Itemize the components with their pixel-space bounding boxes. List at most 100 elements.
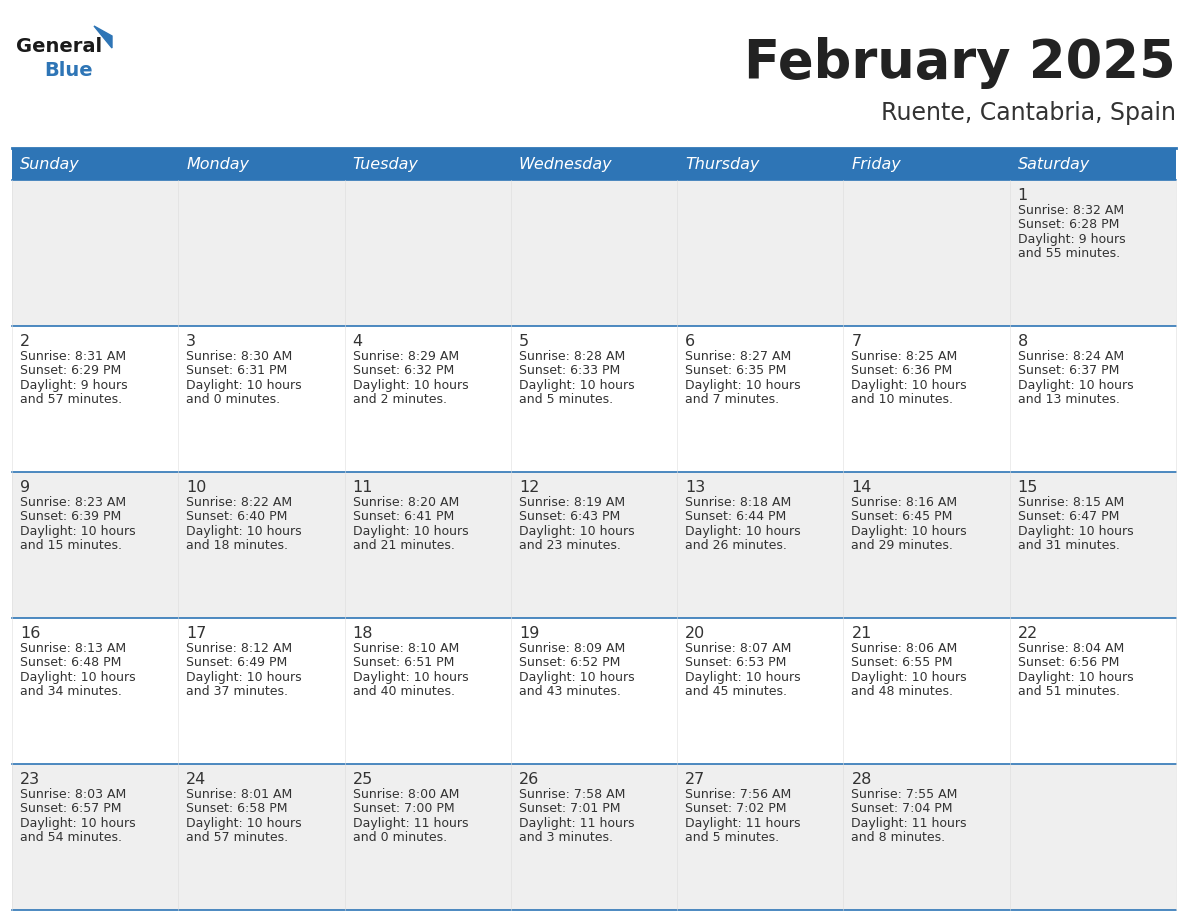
Text: Daylight: 10 hours: Daylight: 10 hours xyxy=(20,670,135,684)
Text: Daylight: 10 hours: Daylight: 10 hours xyxy=(519,524,634,538)
Text: Tuesday: Tuesday xyxy=(353,156,418,172)
Bar xyxy=(12,180,1176,326)
Text: Sunrise: 7:58 AM: Sunrise: 7:58 AM xyxy=(519,788,625,800)
Text: 26: 26 xyxy=(519,772,539,787)
Text: Daylight: 10 hours: Daylight: 10 hours xyxy=(685,524,801,538)
Text: Sunset: 6:37 PM: Sunset: 6:37 PM xyxy=(1018,364,1119,377)
Text: Sunrise: 8:30 AM: Sunrise: 8:30 AM xyxy=(187,350,292,363)
Text: Sunset: 7:02 PM: Sunset: 7:02 PM xyxy=(685,802,786,815)
Text: and 0 minutes.: and 0 minutes. xyxy=(187,393,280,406)
Text: 23: 23 xyxy=(20,772,40,787)
Bar xyxy=(12,148,1176,180)
Text: Sunset: 6:52 PM: Sunset: 6:52 PM xyxy=(519,656,620,669)
Text: Sunrise: 8:01 AM: Sunrise: 8:01 AM xyxy=(187,788,292,800)
Text: 21: 21 xyxy=(852,626,872,641)
Text: 28: 28 xyxy=(852,772,872,787)
Text: Sunrise: 8:32 AM: Sunrise: 8:32 AM xyxy=(1018,204,1124,217)
Text: and 57 minutes.: and 57 minutes. xyxy=(187,831,289,844)
Text: and 26 minutes.: and 26 minutes. xyxy=(685,539,786,552)
Text: Daylight: 10 hours: Daylight: 10 hours xyxy=(1018,378,1133,391)
Text: Sunset: 6:53 PM: Sunset: 6:53 PM xyxy=(685,656,786,669)
Text: Sunset: 6:47 PM: Sunset: 6:47 PM xyxy=(1018,510,1119,523)
Text: and 57 minutes.: and 57 minutes. xyxy=(20,393,122,406)
Text: Saturday: Saturday xyxy=(1018,156,1089,172)
Text: Daylight: 10 hours: Daylight: 10 hours xyxy=(1018,670,1133,684)
Text: and 13 minutes.: and 13 minutes. xyxy=(1018,393,1119,406)
Text: and 40 minutes.: and 40 minutes. xyxy=(353,685,455,698)
Text: and 31 minutes.: and 31 minutes. xyxy=(1018,539,1119,552)
Polygon shape xyxy=(94,26,112,48)
Bar xyxy=(12,472,1176,618)
Text: Daylight: 10 hours: Daylight: 10 hours xyxy=(519,670,634,684)
Text: and 55 minutes.: and 55 minutes. xyxy=(1018,247,1120,260)
Text: and 43 minutes.: and 43 minutes. xyxy=(519,685,621,698)
Text: Daylight: 11 hours: Daylight: 11 hours xyxy=(519,816,634,830)
Text: Sunrise: 8:12 AM: Sunrise: 8:12 AM xyxy=(187,642,292,655)
Text: Sunrise: 8:29 AM: Sunrise: 8:29 AM xyxy=(353,350,459,363)
Text: Sunset: 6:58 PM: Sunset: 6:58 PM xyxy=(187,802,287,815)
Text: 24: 24 xyxy=(187,772,207,787)
Text: Sunrise: 8:15 AM: Sunrise: 8:15 AM xyxy=(1018,496,1124,509)
Text: 27: 27 xyxy=(685,772,706,787)
Text: 20: 20 xyxy=(685,626,706,641)
Text: Daylight: 10 hours: Daylight: 10 hours xyxy=(852,524,967,538)
Text: Daylight: 10 hours: Daylight: 10 hours xyxy=(1018,524,1133,538)
Text: Sunrise: 8:03 AM: Sunrise: 8:03 AM xyxy=(20,788,126,800)
Text: Daylight: 10 hours: Daylight: 10 hours xyxy=(519,378,634,391)
Text: Daylight: 10 hours: Daylight: 10 hours xyxy=(353,670,468,684)
Text: 8: 8 xyxy=(1018,334,1028,349)
Text: and 37 minutes.: and 37 minutes. xyxy=(187,685,289,698)
Text: Sunset: 6:49 PM: Sunset: 6:49 PM xyxy=(187,656,287,669)
Text: Sunset: 6:48 PM: Sunset: 6:48 PM xyxy=(20,656,121,669)
Text: Sunrise: 8:31 AM: Sunrise: 8:31 AM xyxy=(20,350,126,363)
Text: 11: 11 xyxy=(353,480,373,495)
Text: and 45 minutes.: and 45 minutes. xyxy=(685,685,788,698)
Text: and 21 minutes.: and 21 minutes. xyxy=(353,539,455,552)
Text: Daylight: 10 hours: Daylight: 10 hours xyxy=(852,670,967,684)
Text: Sunrise: 8:28 AM: Sunrise: 8:28 AM xyxy=(519,350,625,363)
Text: Sunset: 6:43 PM: Sunset: 6:43 PM xyxy=(519,510,620,523)
Text: Sunrise: 8:16 AM: Sunrise: 8:16 AM xyxy=(852,496,958,509)
Text: Daylight: 10 hours: Daylight: 10 hours xyxy=(187,670,302,684)
Text: and 34 minutes.: and 34 minutes. xyxy=(20,685,122,698)
Text: 19: 19 xyxy=(519,626,539,641)
Text: Daylight: 10 hours: Daylight: 10 hours xyxy=(20,816,135,830)
Text: Sunset: 6:35 PM: Sunset: 6:35 PM xyxy=(685,364,786,377)
Text: Sunrise: 8:25 AM: Sunrise: 8:25 AM xyxy=(852,350,958,363)
Text: Sunrise: 8:24 AM: Sunrise: 8:24 AM xyxy=(1018,350,1124,363)
Text: Sunrise: 8:13 AM: Sunrise: 8:13 AM xyxy=(20,642,126,655)
Text: Ruente, Cantabria, Spain: Ruente, Cantabria, Spain xyxy=(881,101,1176,125)
Text: 14: 14 xyxy=(852,480,872,495)
Text: Daylight: 10 hours: Daylight: 10 hours xyxy=(20,524,135,538)
Text: Sunrise: 8:06 AM: Sunrise: 8:06 AM xyxy=(852,642,958,655)
Text: Daylight: 10 hours: Daylight: 10 hours xyxy=(353,378,468,391)
Text: Sunrise: 7:56 AM: Sunrise: 7:56 AM xyxy=(685,788,791,800)
Text: 1: 1 xyxy=(1018,188,1028,203)
Text: Sunset: 7:00 PM: Sunset: 7:00 PM xyxy=(353,802,454,815)
Text: Daylight: 10 hours: Daylight: 10 hours xyxy=(353,524,468,538)
Text: and 3 minutes.: and 3 minutes. xyxy=(519,831,613,844)
Text: Daylight: 11 hours: Daylight: 11 hours xyxy=(353,816,468,830)
Text: Sunset: 6:57 PM: Sunset: 6:57 PM xyxy=(20,802,121,815)
Text: Friday: Friday xyxy=(852,156,902,172)
Text: and 8 minutes.: and 8 minutes. xyxy=(852,831,946,844)
Text: Sunset: 7:04 PM: Sunset: 7:04 PM xyxy=(852,802,953,815)
Text: 25: 25 xyxy=(353,772,373,787)
Text: Sunset: 6:36 PM: Sunset: 6:36 PM xyxy=(852,364,953,377)
Text: Sunrise: 8:09 AM: Sunrise: 8:09 AM xyxy=(519,642,625,655)
Text: Sunrise: 8:07 AM: Sunrise: 8:07 AM xyxy=(685,642,791,655)
Text: and 7 minutes.: and 7 minutes. xyxy=(685,393,779,406)
Text: Sunset: 6:32 PM: Sunset: 6:32 PM xyxy=(353,364,454,377)
Text: Sunrise: 7:55 AM: Sunrise: 7:55 AM xyxy=(852,788,958,800)
Text: 4: 4 xyxy=(353,334,362,349)
Text: and 51 minutes.: and 51 minutes. xyxy=(1018,685,1120,698)
Text: 5: 5 xyxy=(519,334,529,349)
Text: Sunrise: 8:00 AM: Sunrise: 8:00 AM xyxy=(353,788,459,800)
Text: Sunset: 6:28 PM: Sunset: 6:28 PM xyxy=(1018,218,1119,231)
Text: February 2025: February 2025 xyxy=(745,37,1176,89)
Text: Daylight: 9 hours: Daylight: 9 hours xyxy=(20,378,127,391)
Text: 16: 16 xyxy=(20,626,40,641)
Text: and 5 minutes.: and 5 minutes. xyxy=(685,831,779,844)
Text: Daylight: 11 hours: Daylight: 11 hours xyxy=(852,816,967,830)
Text: 3: 3 xyxy=(187,334,196,349)
